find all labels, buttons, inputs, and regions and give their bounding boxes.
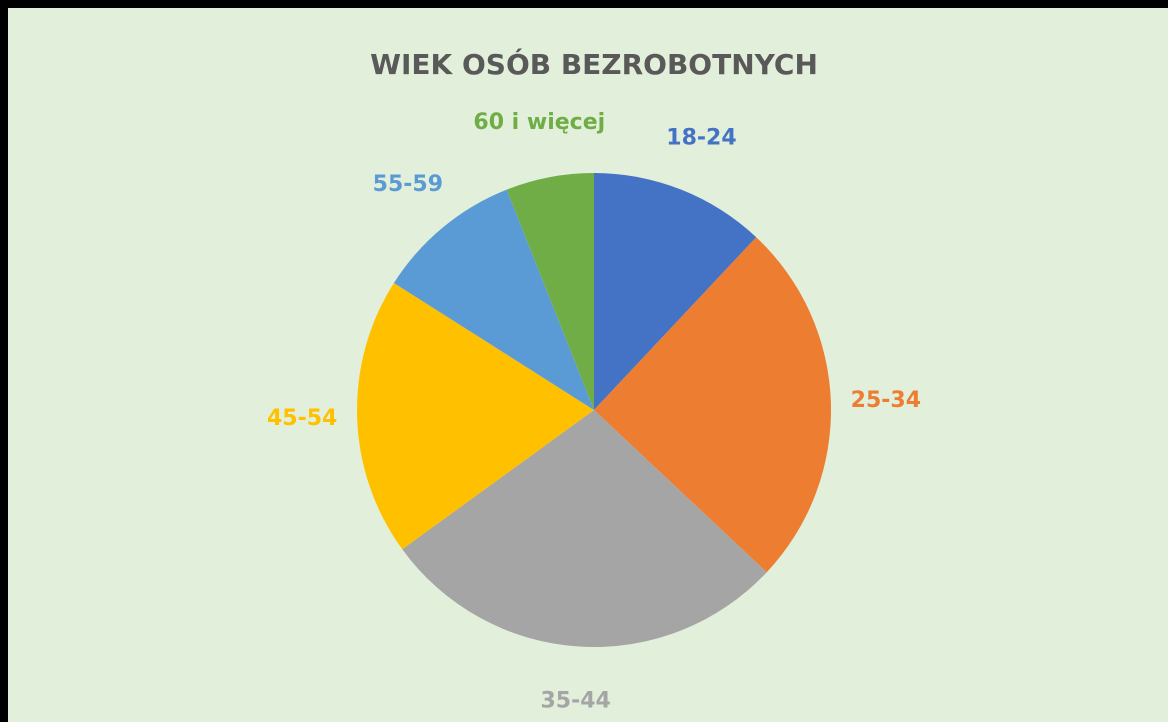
pie-slice — [393, 189, 594, 410]
pie-slice — [594, 237, 831, 573]
pie-slice — [506, 173, 594, 410]
chart-title: WIEK OSÓB BEZROBOTNYCH — [370, 47, 818, 81]
slice-label: 60 i więcej — [473, 110, 605, 135]
slice-label: 45-54 — [267, 406, 337, 431]
slice-label: 35-44 — [540, 688, 610, 713]
slice-label: 25-34 — [851, 388, 921, 413]
pie-slice — [402, 410, 767, 648]
pie-slice — [594, 173, 757, 410]
slice-label: 18-24 — [666, 126, 736, 151]
slice-label: 55-59 — [373, 172, 443, 197]
pie-slice — [357, 283, 594, 550]
